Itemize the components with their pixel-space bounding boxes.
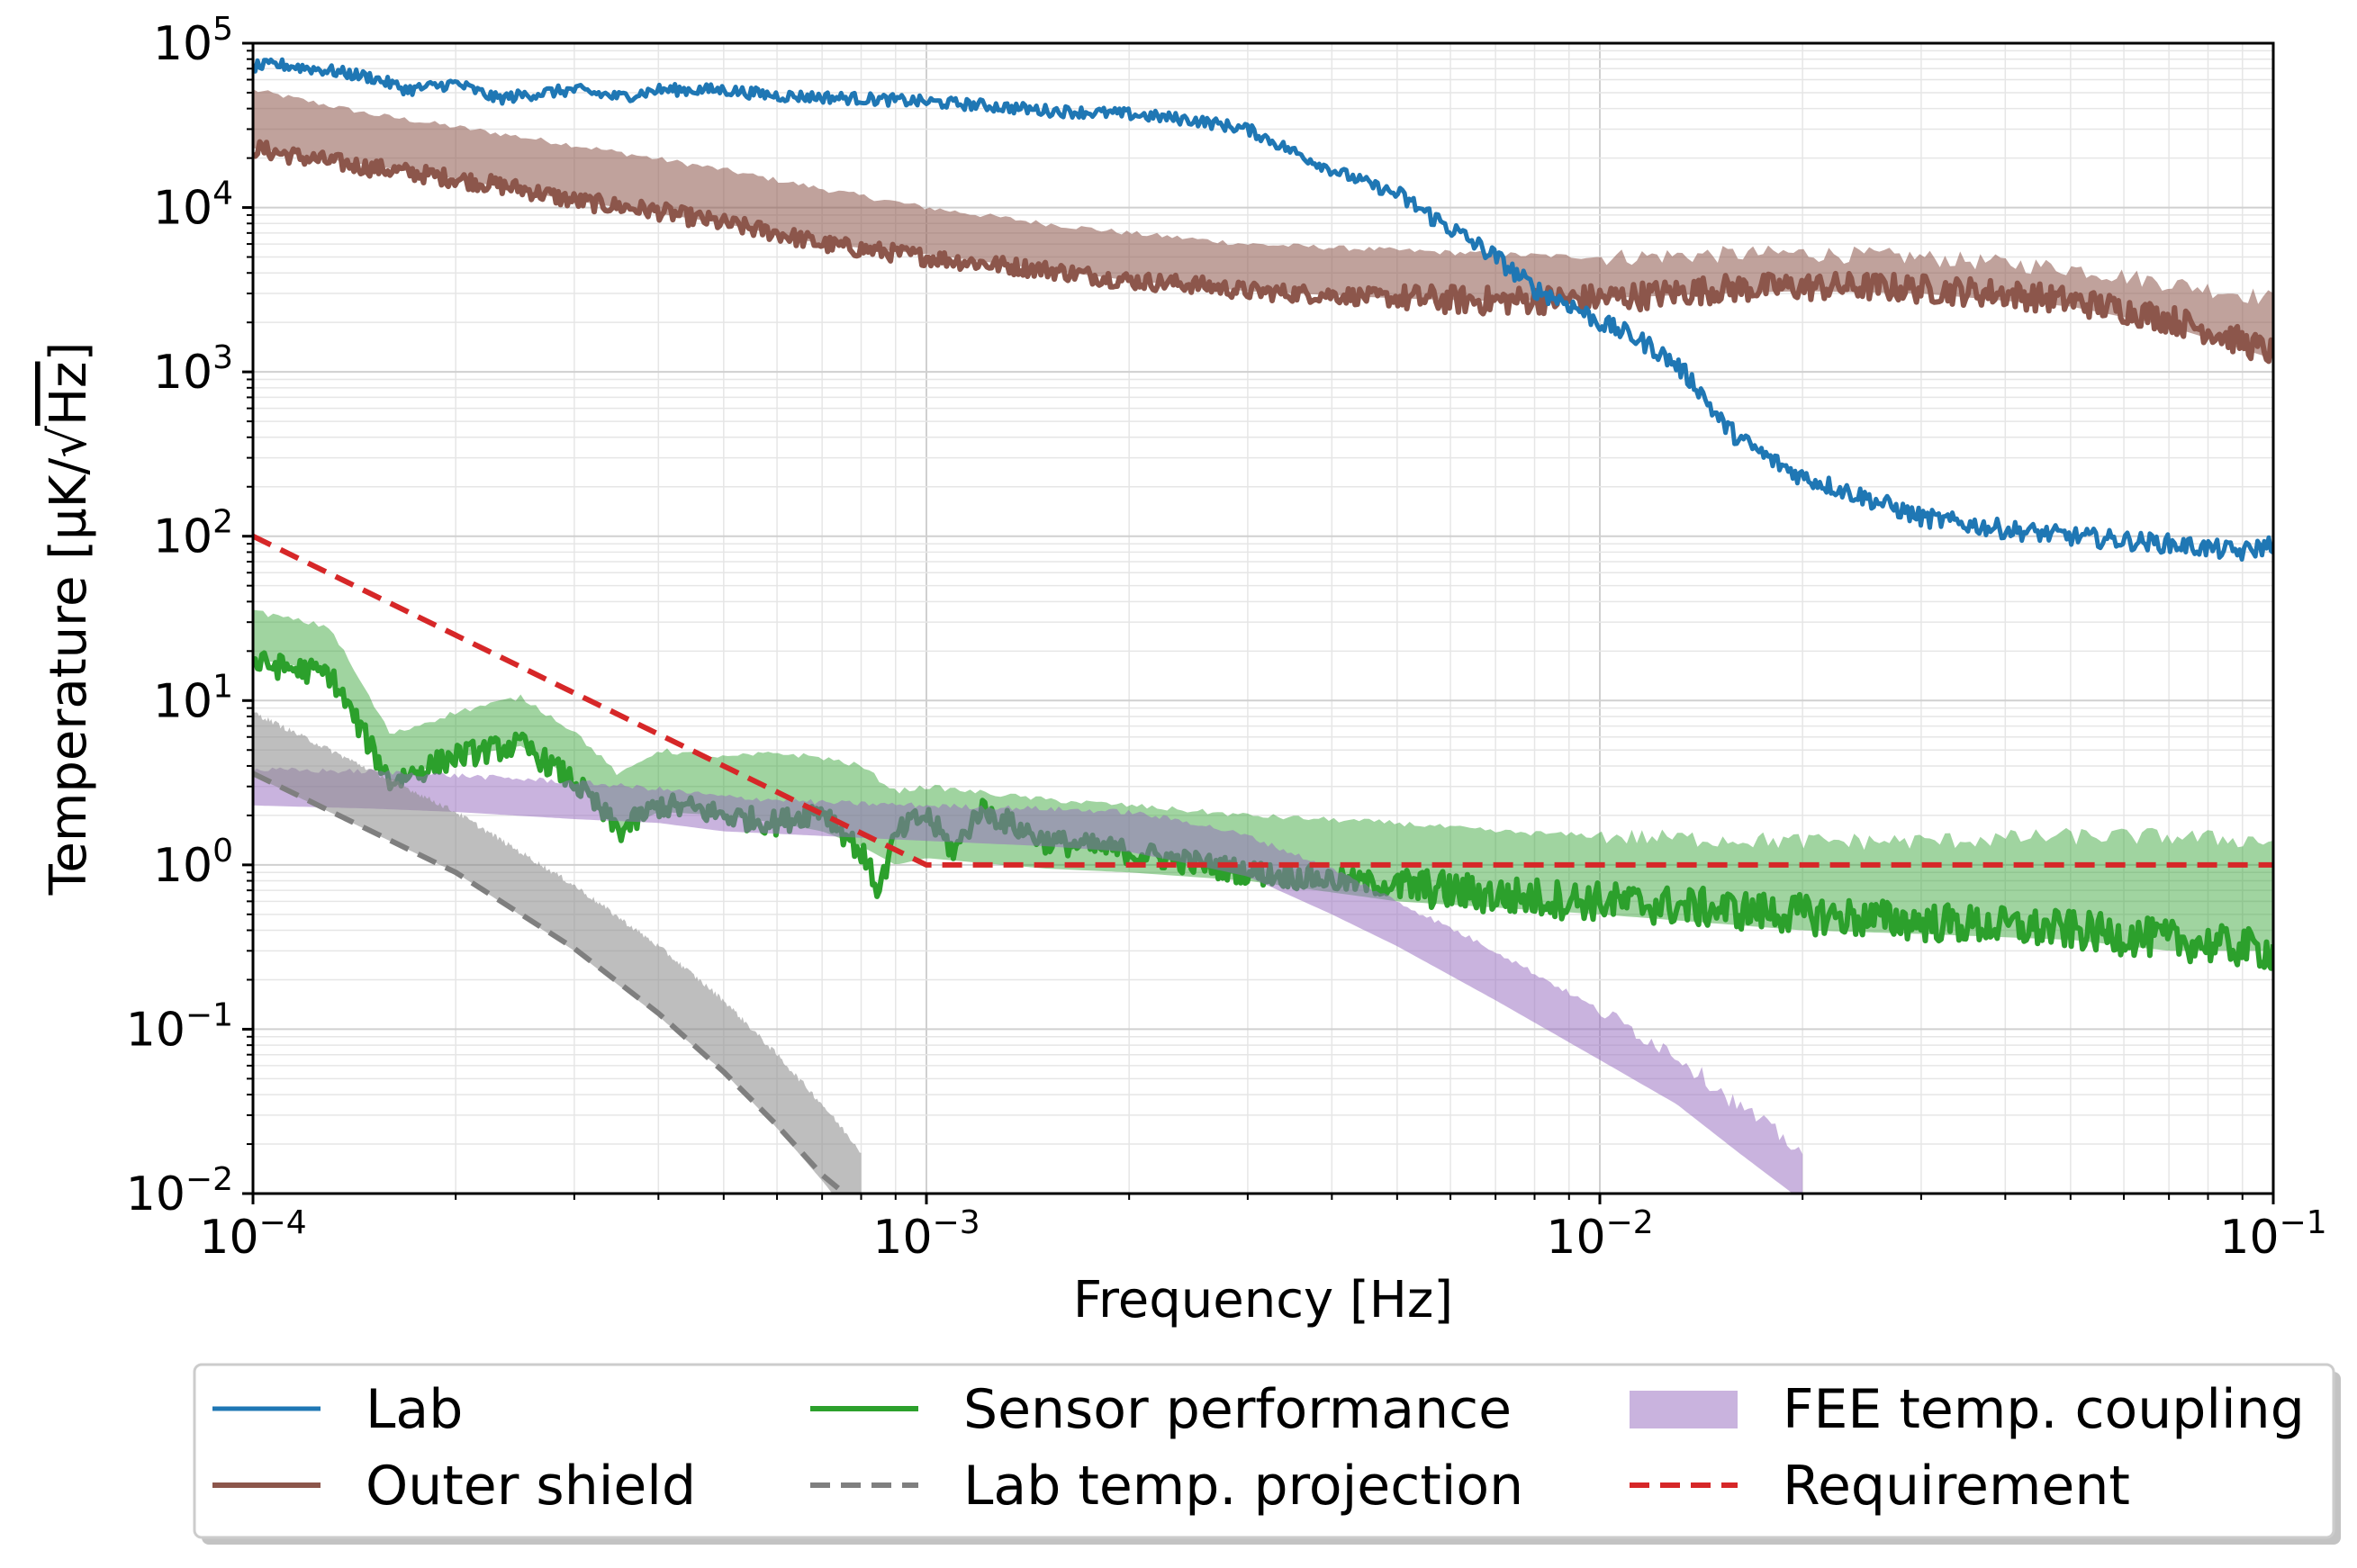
- y-tick-label: 10−1: [126, 996, 233, 1057]
- plot-frame: [251, 41, 2275, 1195]
- x-tick-exponent: −2: [1606, 1204, 1654, 1241]
- x-tick-base: 10: [872, 1211, 932, 1265]
- x-tick-label: 10−1: [2219, 1204, 2326, 1265]
- axis-ticks: 10−4 10−3 10−2 10−110−210−11001011021031041…: [126, 11, 2327, 1265]
- series-lab-temp-projection: [253, 770, 849, 1194]
- x-tick-exponent: −3: [933, 1204, 980, 1241]
- series-lab-temp-projection-band: [253, 709, 862, 1194]
- legend-swatch-fee-temp-coupling: [1630, 1391, 1738, 1428]
- series-sensor-performance-band: [253, 609, 2273, 951]
- y-tick-exponent: 1: [212, 668, 233, 705]
- legend-label-requirement: Requirement: [1783, 1455, 2130, 1518]
- y-tick-exponent: 4: [212, 176, 233, 212]
- y-tick-base: 10: [153, 839, 212, 893]
- y-tick-base: 10: [153, 674, 212, 728]
- y-tick-label: 101: [153, 668, 233, 728]
- y-tick-base: 10: [153, 346, 212, 400]
- y-tick-label: 100: [153, 833, 233, 893]
- y-tick-label: 102: [153, 504, 233, 564]
- y-tick-base: 10: [126, 1167, 185, 1221]
- y-tick-exponent: 3: [212, 339, 233, 376]
- series-requirement: [253, 534, 2273, 868]
- y-tick-label: 105: [153, 11, 233, 71]
- plot-area: [253, 57, 2273, 1194]
- legend-label-sensor-performance: Sensor performance: [963, 1378, 1512, 1441]
- x-axis-label: Frequency [Hz]: [1073, 1271, 1453, 1329]
- x-tick-label: 10−2: [1546, 1204, 1653, 1265]
- x-tick-base: 10: [2219, 1211, 2279, 1265]
- y-axis-label-suffix: ]: [40, 342, 98, 362]
- y-axis-label-prefix: Temperature [µK/√: [40, 426, 98, 897]
- legend: Lab Outer shield Sensor performance Lab tem…: [193, 1363, 2341, 1545]
- y-tick-label: 10−2: [126, 1161, 233, 1221]
- y-tick-base: 10: [153, 17, 212, 71]
- y-tick-base: 10: [153, 182, 212, 236]
- legend-label-fee-temp-coupling: FEE temp. coupling: [1783, 1378, 2305, 1441]
- grid-lines: [252, 43, 2273, 1194]
- series-group: [253, 57, 2273, 1194]
- y-axis-label-text: Temperature [µK/√Hz]: [40, 342, 98, 897]
- y-axis-label: Temperature [µK/√Hz]: [40, 342, 98, 897]
- x-tick-exponent: −1: [2280, 1204, 2327, 1241]
- y-tick-exponent: 2: [212, 504, 233, 541]
- y-tick-exponent: 5: [212, 11, 233, 48]
- legend-label-lab-temp-projection: Lab temp. projection: [963, 1455, 1523, 1518]
- x-tick-base: 10: [199, 1211, 258, 1265]
- x-tick-exponent: −4: [259, 1204, 307, 1241]
- x-tick-label: 10−3: [872, 1204, 980, 1265]
- legend-label-lab: Lab: [366, 1378, 463, 1441]
- y-tick-exponent: 0: [212, 833, 233, 870]
- legend-box: [193, 1363, 2335, 1539]
- series-lab: [253, 57, 2273, 562]
- y-tick-exponent: −1: [185, 996, 233, 1033]
- x-tick-base: 10: [1546, 1211, 1605, 1265]
- series-outer-shield: [253, 139, 2273, 365]
- legend-label-outer-shield: Outer shield: [366, 1455, 696, 1518]
- y-tick-base: 10: [126, 1003, 185, 1057]
- series-fee-temp-coupling: [253, 767, 1803, 1194]
- y-tick-base: 10: [153, 510, 212, 564]
- y-tick-label: 103: [153, 339, 233, 400]
- y-tick-exponent: −2: [185, 1161, 233, 1198]
- y-axis-label-radicand: Hz: [40, 362, 98, 427]
- y-tick-label: 104: [153, 176, 233, 236]
- x-tick-label: 10−4: [199, 1204, 306, 1265]
